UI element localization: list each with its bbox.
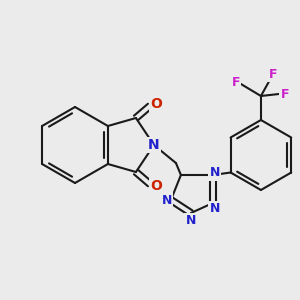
Text: F: F <box>232 76 240 88</box>
Text: O: O <box>150 97 162 111</box>
Text: N: N <box>162 194 172 206</box>
Text: N: N <box>186 214 196 227</box>
Text: F: F <box>281 88 289 100</box>
Text: N: N <box>210 167 220 179</box>
Text: O: O <box>150 179 162 193</box>
Text: F: F <box>269 68 277 80</box>
Text: N: N <box>210 202 220 215</box>
Text: N: N <box>148 138 160 152</box>
